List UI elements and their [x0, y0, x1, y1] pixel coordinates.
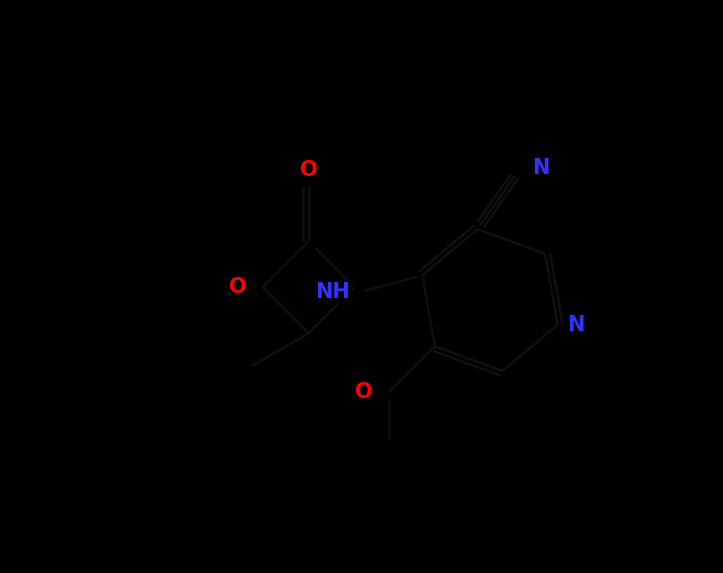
Text: NH: NH	[315, 282, 349, 302]
Text: N: N	[567, 315, 584, 335]
Text: O: O	[300, 160, 317, 180]
Text: O: O	[229, 277, 247, 297]
Text: N: N	[531, 158, 549, 178]
Text: O: O	[355, 382, 373, 402]
